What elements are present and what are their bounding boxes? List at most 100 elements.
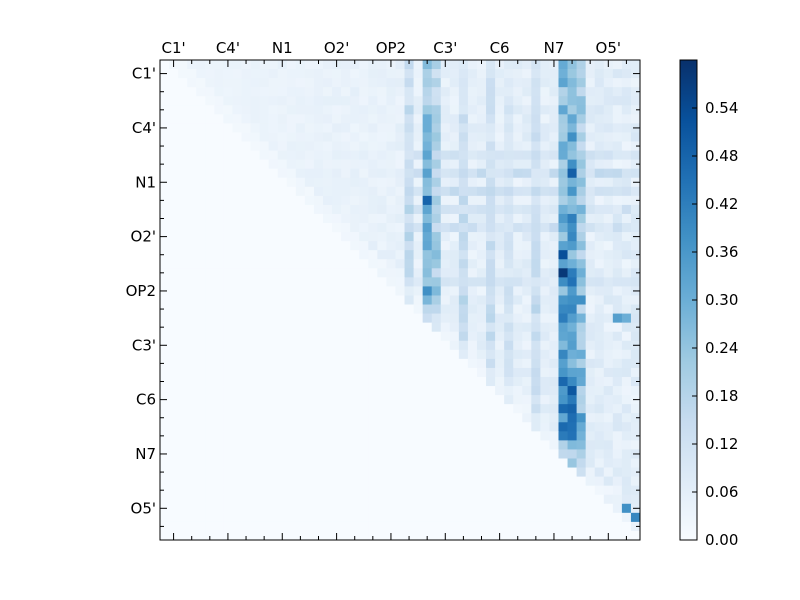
heatmap-cell [630,376,641,387]
heatmap-cell [286,213,297,224]
heatmap-cell [594,376,605,387]
heatmap-cell [368,250,378,260]
heatmap-cell [214,213,224,224]
heatmap-cell [377,458,387,468]
heatmap-cell [458,431,469,441]
heatmap-cell [214,458,224,468]
heatmap-cell [386,512,396,523]
heatmap-cell [196,467,206,478]
heatmap-cell [205,232,215,242]
heatmap-cell [214,105,224,115]
heatmap-cell [558,268,568,278]
heatmap-cell [467,213,478,224]
heatmap-cell [304,431,315,441]
heatmap-cell [169,105,179,115]
heatmap-cell [323,150,333,161]
heatmap-cell [621,204,632,215]
heatmap-cell [350,440,360,450]
heatmap-cell [531,367,541,378]
heatmap-cell [549,213,559,224]
heatmap-cell [187,485,197,496]
heatmap-cell [513,431,523,441]
heatmap-cell [286,105,297,115]
x-tick-label: C1' [162,39,186,57]
heatmap-cell [585,358,596,369]
heatmap-cell [558,476,568,487]
heatmap-cell [422,449,433,459]
heatmap-cell [323,213,333,224]
heatmap-cell [558,349,568,360]
heatmap-cell [359,458,369,468]
heatmap-cell [549,232,559,242]
heatmap-cell [558,259,568,269]
heatmap-cell [576,232,587,242]
heatmap-cell [359,286,369,296]
heatmap-cell [187,386,197,396]
heatmap-cell [241,186,251,197]
heatmap-cell [576,413,587,423]
heatmap-cell [160,331,170,342]
heatmap-cell [368,60,378,70]
heatmap-cell [350,87,360,97]
heatmap-cell [594,530,605,541]
heatmap-cell [440,340,451,351]
heatmap-cell [467,395,478,405]
heatmap-cell [313,413,324,423]
heatmap-cell [594,467,605,478]
heatmap-cell [395,141,405,151]
heatmap-cell [504,386,514,396]
heatmap-cell [368,340,378,351]
heatmap-cell [341,521,351,532]
heatmap-cell [232,286,242,296]
heatmap-cell [549,503,559,514]
heatmap-cell [522,105,532,115]
heatmap-cell [304,132,315,142]
heatmap-cell [169,494,179,505]
heatmap-cell [431,96,442,106]
heatmap-cell [594,431,605,441]
heatmap-cell [558,114,568,124]
heatmap-cell [187,259,197,269]
heatmap-cell [540,186,550,197]
heatmap-cell [585,268,596,278]
heatmap-cell [259,132,270,142]
heatmap-cell [440,367,451,378]
heatmap-cell [232,476,242,487]
heatmap-cell [522,304,532,314]
heatmap-cell [449,114,460,124]
heatmap-cell [404,340,414,351]
heatmap-cell [549,132,559,142]
heatmap-cell [350,331,360,342]
heatmap-cell [612,286,623,296]
heatmap-cell [187,521,197,532]
heatmap-cell [332,503,342,514]
heatmap-cell [187,114,197,124]
heatmap-cell [232,349,242,360]
heatmap-cell [440,313,451,324]
heatmap-cell [341,114,351,124]
heatmap-cell [241,449,251,459]
heatmap-cell [603,87,614,97]
heatmap-cell [268,521,279,532]
heatmap-cell [458,467,469,478]
heatmap-cell [467,250,478,260]
heatmap-cell [295,132,306,142]
heatmap-cell [467,467,478,478]
heatmap-cell [594,295,605,305]
heatmap-cell [250,295,261,305]
heatmap-cell [531,440,541,450]
heatmap-cell [259,223,270,233]
heatmap-cell [413,132,424,142]
heatmap-cell [268,168,279,179]
heatmap-cell [313,313,324,324]
heatmap-cell [576,512,587,523]
heatmap-cell [440,467,451,478]
heatmap-cell [549,123,559,133]
heatmap-cell [603,422,614,432]
heatmap-cell [431,223,442,233]
heatmap-cell [476,159,487,170]
heatmap-cell [431,268,442,278]
heatmap-cell [594,340,605,351]
heatmap-cell [413,69,424,79]
